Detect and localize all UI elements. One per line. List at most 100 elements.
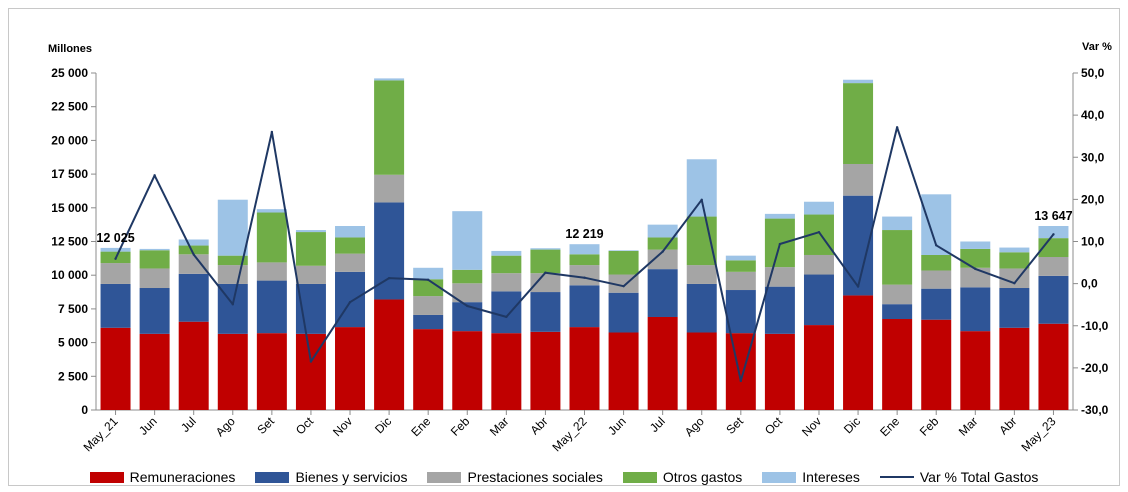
bar-otros-gastos <box>882 230 913 285</box>
bar-intereses <box>178 239 209 246</box>
total-annotation: 12 025 <box>96 231 134 245</box>
bar-prestaciones-sociales <box>803 254 834 275</box>
bar-intereses <box>256 209 287 213</box>
bar-prestaciones-sociales <box>256 262 287 281</box>
bar-bienes-y-servicios <box>686 283 717 333</box>
line-point <box>700 198 703 201</box>
bar-remuneraciones <box>413 329 444 410</box>
x-tick-label: May_23 <box>1018 414 1058 454</box>
y-right-tick-label: 10,0 <box>1081 235 1105 249</box>
total-annotations: 12 025 12 219 13 647 <box>96 209 1072 245</box>
bar-remuneraciones <box>803 325 834 410</box>
x-tick-label: Ene <box>877 414 902 439</box>
bar-bienes-y-servicios <box>295 283 326 334</box>
line-point <box>817 231 821 234</box>
bar-intereses <box>530 248 561 250</box>
x-tick-label: Dic <box>372 414 394 436</box>
line-point <box>935 244 938 247</box>
bar-prestaciones-sociales <box>921 270 952 289</box>
bar-intereses <box>686 159 717 217</box>
bar-bienes-y-servicios <box>725 290 756 334</box>
x-tick-label: Jun <box>136 414 160 438</box>
bar-bienes-y-servicios <box>491 291 522 334</box>
bar-intereses <box>882 216 913 231</box>
x-tick-label: Abr <box>527 414 550 437</box>
line-point <box>1013 282 1016 285</box>
line-point <box>114 257 117 260</box>
bar-prestaciones-sociales <box>569 265 600 286</box>
y-left-tick-label: 7 500 <box>58 302 88 316</box>
bar-intereses <box>491 250 522 256</box>
bar-intereses <box>725 255 756 261</box>
bar-bienes-y-servicios <box>100 283 131 328</box>
y-left-tick-label: 20 000 <box>51 133 88 147</box>
x-tick-label: Oct <box>762 414 786 438</box>
bar-prestaciones-sociales <box>491 273 522 292</box>
bar-remuneraciones <box>530 331 561 410</box>
bar-remuneraciones <box>960 331 991 410</box>
bar-otros-gastos <box>725 260 756 272</box>
x-tick-label: May_22 <box>550 414 590 454</box>
y-left-unit-label: Millones <box>48 43 92 55</box>
line-point <box>387 276 391 280</box>
legend-label: Remuneraciones <box>129 469 236 485</box>
bar-otros-gastos <box>178 245 209 255</box>
legend-item: Var % Total Gastos <box>879 469 1038 485</box>
bar-remuneraciones <box>843 295 874 410</box>
line-point <box>856 285 860 288</box>
y-left-tick-label: 12 500 <box>51 235 88 249</box>
line-point <box>544 271 547 274</box>
line-point <box>505 315 508 319</box>
line-point <box>661 250 664 253</box>
line-point <box>466 304 469 308</box>
bar-intereses <box>452 211 483 270</box>
bar-remuneraciones <box>686 332 717 410</box>
bar-remuneraciones <box>882 319 913 410</box>
bar-remuneraciones <box>764 333 795 410</box>
bar-otros-gastos <box>999 252 1030 269</box>
bar-intereses <box>217 199 248 256</box>
legend-swatch <box>255 471 290 483</box>
bar-prestaciones-sociales <box>530 273 561 293</box>
legend-item: Bienes y servicios <box>255 469 407 485</box>
bar-remuneraciones <box>569 327 600 410</box>
line-point <box>778 242 782 246</box>
bar-prestaciones-sociales <box>374 174 405 203</box>
bar-prestaciones-sociales <box>295 265 326 284</box>
legend-item: Remuneraciones <box>89 469 236 485</box>
bar-intereses <box>295 230 326 233</box>
bar-remuneraciones <box>999 327 1030 410</box>
chart-frame <box>8 8 1120 486</box>
bar-otros-gastos <box>335 237 366 254</box>
bar-prestaciones-sociales <box>843 163 874 196</box>
line-point <box>895 126 899 129</box>
x-tick-label: Ago <box>213 414 238 439</box>
bar-intereses <box>999 247 1030 253</box>
bar-prestaciones-sociales <box>647 249 678 270</box>
legend-item: Otros gastos <box>622 469 743 485</box>
bar-intereses <box>960 241 991 249</box>
bar-bienes-y-servicios <box>921 288 952 320</box>
bar-bienes-y-servicios <box>764 286 795 334</box>
y-left-tick-label: 25 000 <box>51 66 88 80</box>
x-tick-label: Ago <box>682 414 707 439</box>
x-tick-label: Dic <box>841 414 863 436</box>
x-tick-label: Mar <box>956 414 981 439</box>
bar-bienes-y-servicios <box>882 304 913 320</box>
bar-otros-gastos <box>217 255 248 266</box>
x-tick-label: Set <box>723 414 746 437</box>
y-right-tick-label: 0,0 <box>1081 277 1098 291</box>
x-tick-label: Jul <box>647 414 668 435</box>
bar-intereses <box>803 201 834 215</box>
bar-bienes-y-servicios <box>569 285 600 328</box>
bar-otros-gastos <box>295 232 326 266</box>
line-point <box>426 278 430 282</box>
legend-label: Otros gastos <box>662 469 743 485</box>
bar-remuneraciones <box>139 333 170 410</box>
var-percent-line <box>114 126 1055 383</box>
bar-prestaciones-sociales <box>100 263 131 284</box>
bar-remuneraciones <box>335 327 366 410</box>
line-point <box>270 130 274 134</box>
y-right-tick-label: -30,0 <box>1081 403 1109 417</box>
legend-swatch <box>622 471 657 483</box>
